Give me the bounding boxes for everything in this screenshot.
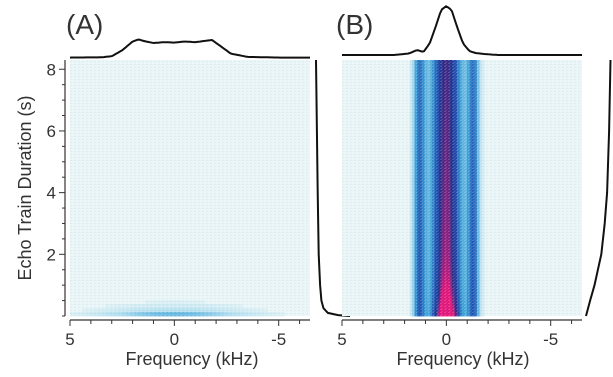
y-axis-a: 2 4 6 8	[47, 60, 66, 317]
x-tick-label: 5	[65, 330, 74, 349]
panel-b: 5 0 -5	[337, 5, 612, 349]
x-axis-title-a: Frequency (kHz)	[125, 349, 258, 369]
top-spectrum-a	[69, 38, 310, 59]
y-axis-title: Echo Train Duration (s)	[15, 95, 35, 280]
x-axis-title-b: Frequency (kHz)	[396, 349, 529, 369]
y-tick-label: 4	[47, 184, 56, 203]
y-tick-label: 6	[47, 122, 56, 141]
y-tick-label: 8	[47, 60, 56, 79]
x-axis-a: 5 0 -5	[65, 319, 310, 349]
x-tick-label: -5	[271, 330, 286, 349]
heatmap-a-noise	[70, 60, 310, 316]
x-tick-label: 0	[442, 330, 451, 349]
x-tick-label: 0	[170, 330, 179, 349]
panel-label-b: (B)	[336, 9, 373, 40]
heatmap-b-noise	[342, 60, 582, 316]
right-decay-a	[315, 59, 351, 317]
top-spectrum-b	[342, 5, 582, 56]
x-tick-label: -5	[543, 330, 558, 349]
panel-a: 2 4 6 8 5 0 -5	[47, 38, 351, 349]
panel-label-a: (A)	[66, 9, 103, 40]
y-tick-label: 2	[47, 245, 56, 264]
x-axis-b: 5 0 -5	[337, 319, 582, 349]
right-decay-b	[585, 59, 612, 317]
x-tick-label: 5	[337, 330, 346, 349]
